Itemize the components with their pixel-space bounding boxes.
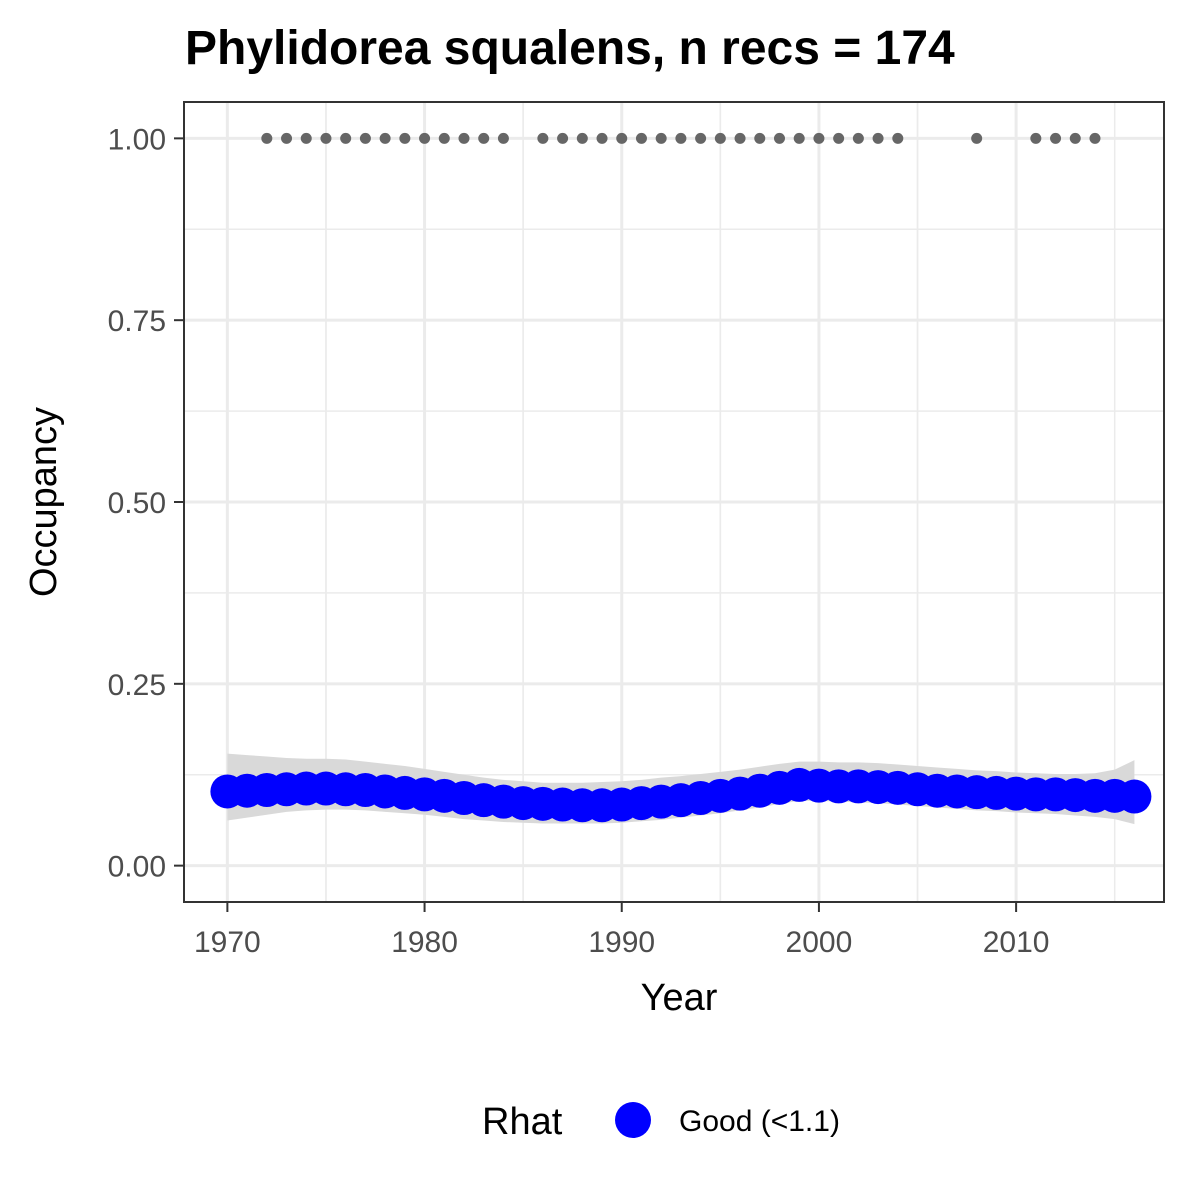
record-point	[379, 132, 391, 144]
record-point	[852, 132, 864, 144]
record-point	[300, 132, 312, 144]
record-point	[754, 132, 766, 144]
record-point	[281, 132, 293, 144]
x-tick-label: 2000	[786, 926, 853, 959]
occupancy-series	[210, 767, 1152, 823]
chart-title: Phylidorea squalens, n recs = 174	[185, 22, 955, 75]
record-point	[872, 132, 884, 144]
record-point	[537, 132, 549, 144]
record-point	[438, 132, 450, 144]
occupancy-point	[1117, 779, 1152, 814]
y-tick-label: 0.50	[108, 487, 166, 520]
y-axis-title: Occupancy	[23, 407, 65, 597]
y-tick-label: 0.00	[108, 851, 166, 884]
record-point	[833, 132, 845, 144]
record-point	[557, 132, 569, 144]
record-point	[576, 132, 588, 144]
record-point	[773, 132, 785, 144]
legend-label-good: Good (<1.1)	[679, 1105, 840, 1138]
legend: Rhat Good (<1.1)	[482, 1101, 840, 1143]
record-point	[320, 132, 332, 144]
record-point	[1089, 132, 1101, 144]
legend-title: Rhat	[482, 1101, 563, 1143]
grid-lines	[184, 102, 1164, 902]
record-point	[478, 132, 490, 144]
x-tick-label: 1970	[194, 926, 261, 959]
x-tick-label: 1990	[588, 926, 655, 959]
record-point	[1069, 132, 1081, 144]
record-point	[419, 132, 431, 144]
y-axis: 0.00 0.25 0.50 0.75 1.00	[108, 123, 184, 884]
record-point	[655, 132, 667, 144]
record-point	[813, 132, 825, 144]
record-point	[675, 132, 687, 144]
record-point	[458, 132, 470, 144]
x-axis: 1970 1980 1990 2000 2010	[194, 902, 1049, 959]
record-point	[340, 132, 352, 144]
x-tick-label: 1980	[391, 926, 458, 959]
y-tick-label: 0.75	[108, 305, 166, 338]
legend-key-good	[615, 1102, 651, 1138]
record-point	[714, 132, 726, 144]
y-tick-label: 1.00	[108, 123, 166, 156]
record-point	[497, 132, 509, 144]
y-tick-label: 0.25	[108, 669, 166, 702]
record-points	[261, 132, 1101, 144]
record-point	[261, 132, 273, 144]
record-point	[616, 132, 628, 144]
record-point	[1030, 132, 1042, 144]
x-tick-label: 2010	[983, 926, 1050, 959]
record-point	[793, 132, 805, 144]
record-point	[695, 132, 707, 144]
record-point	[399, 132, 411, 144]
record-point	[892, 132, 904, 144]
record-point	[596, 132, 608, 144]
record-point	[1050, 132, 1062, 144]
record-point	[635, 132, 647, 144]
record-point	[734, 132, 746, 144]
record-point	[971, 132, 983, 144]
x-axis-title: Year	[641, 977, 718, 1019]
record-point	[359, 132, 371, 144]
